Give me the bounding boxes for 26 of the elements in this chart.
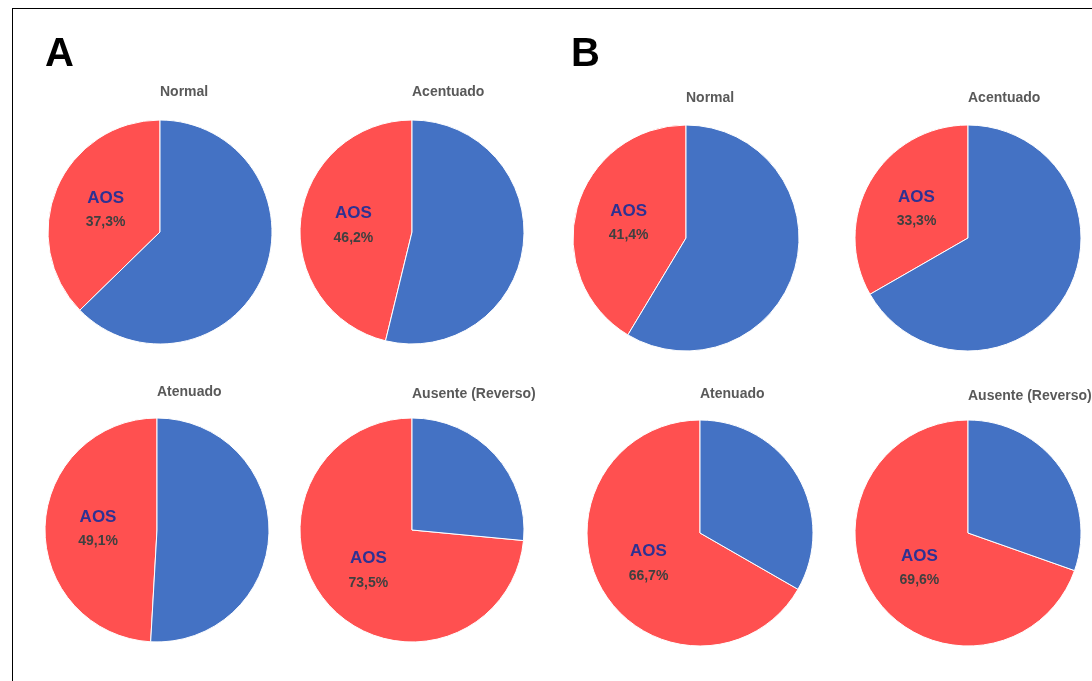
data-label: 66,7%: [628, 566, 669, 583]
data-label: 73,5%: [348, 573, 389, 590]
chart-title: Normal: [160, 83, 209, 99]
data-label: 49,1%: [78, 532, 119, 549]
chart-title: Acentuado: [968, 89, 1041, 105]
slice-label: AOS: [79, 506, 117, 526]
data-label: 46,2%: [333, 228, 374, 245]
data-label: 37,3%: [85, 213, 127, 230]
chart-title: Atenuado: [156, 383, 222, 399]
data-label: 33,3%: [896, 212, 937, 229]
slice-label: AOS: [87, 187, 125, 207]
chart-title: Atenuado: [699, 385, 765, 401]
slice-label: AOS: [610, 200, 648, 220]
slice-label: AOS: [898, 186, 935, 206]
slice-label: AOS: [335, 203, 372, 223]
text: B: [571, 30, 600, 74]
chart-title: Normal: [686, 89, 735, 105]
chart-title: Acentuado: [412, 83, 485, 99]
chart-title: Ausente (Reverso): [412, 385, 536, 401]
chart-title: Ausente (Reverso): [968, 387, 1092, 403]
data-label: 69,6%: [899, 571, 940, 588]
slice-label: AOS: [901, 545, 938, 565]
data-label: 41,4%: [608, 226, 650, 243]
slice-label: AOS: [630, 541, 667, 561]
slice-label: AOS: [349, 548, 387, 568]
text: A: [45, 30, 74, 74]
